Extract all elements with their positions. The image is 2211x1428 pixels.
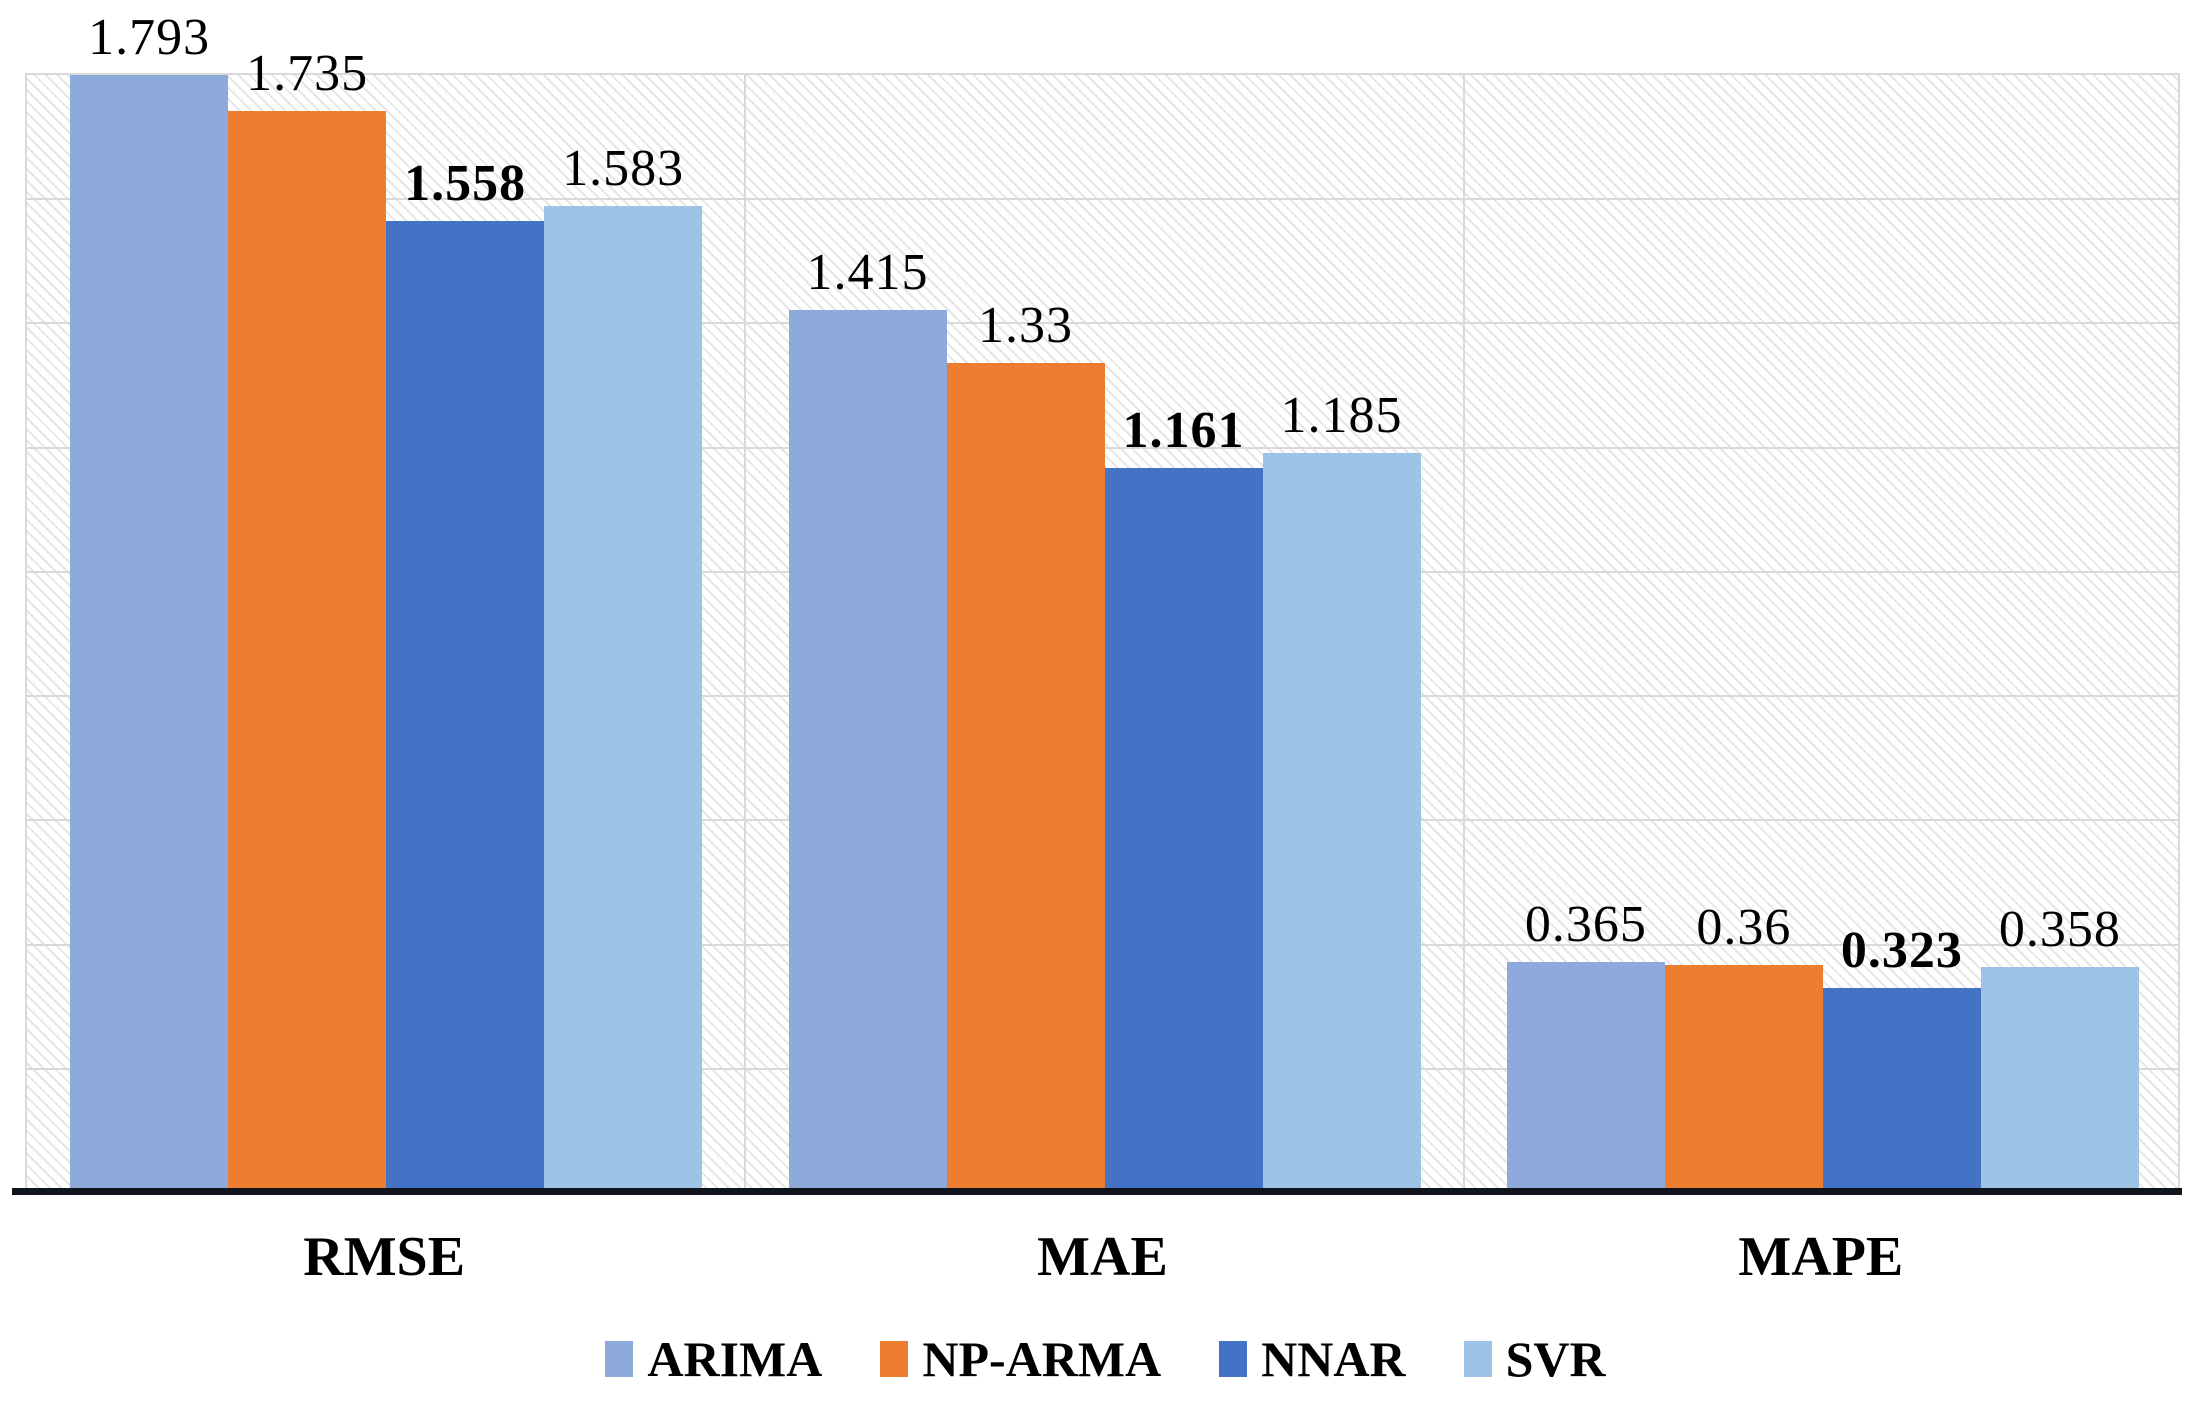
x-axis-line xyxy=(12,1188,2182,1195)
horizontal-gridline xyxy=(27,322,2178,325)
legend-label: SVR xyxy=(1505,1331,1606,1387)
bar-NNAR-MAPE xyxy=(1822,988,1981,1189)
bar-ARIMA-RMSE xyxy=(70,75,229,1189)
legend-marker-icon xyxy=(880,1341,909,1377)
bar-NP-ARMA-MAPE xyxy=(1664,965,1823,1189)
legend-item-ARIMA: ARIMA xyxy=(605,1330,822,1388)
category-label-MAE: MAE xyxy=(1037,1226,1168,1288)
legend-label: NNAR xyxy=(1261,1331,1406,1387)
bar-label-NP-ARMA-MAPE: 0.36 xyxy=(1696,899,1792,957)
legend-item-NP-ARMA: NP-ARMA xyxy=(880,1330,1161,1388)
bar-label-ARIMA-RMSE: 1.793 xyxy=(88,9,211,67)
legend-label: ARIMA xyxy=(647,1331,823,1387)
bar-label-NNAR-MAPE: 0.323 xyxy=(1840,922,1963,980)
legend-marker-icon xyxy=(605,1341,634,1377)
bar-label-SVR-MAE: 1.185 xyxy=(1280,386,1403,444)
legend-marker-icon xyxy=(1463,1341,1492,1377)
bar-NP-ARMA-MAE xyxy=(946,362,1105,1189)
vertical-gridline xyxy=(1462,75,1465,1189)
legend-label: NP-ARMA xyxy=(922,1331,1162,1387)
bar-SVR-MAE xyxy=(1262,452,1421,1189)
plot-area: 1.793 1.735 1.558 1.583 1.415 1.33 1.161 1.185 0… xyxy=(25,9,2180,1191)
bar-NNAR-MAE xyxy=(1104,467,1263,1189)
bar-SVR-MAPE xyxy=(1980,966,2139,1189)
bar-label-NNAR-MAE: 1.161 xyxy=(1122,401,1245,459)
bar-ARIMA-MAPE xyxy=(1506,962,1665,1189)
category-label-RMSE: RMSE xyxy=(303,1226,466,1288)
bar-SVR-RMSE xyxy=(544,205,703,1189)
vertical-gridline xyxy=(744,75,747,1189)
bar-NNAR-RMSE xyxy=(386,221,545,1189)
bar-label-SVR-RMSE: 1.583 xyxy=(562,139,685,197)
legend-marker-icon xyxy=(1219,1341,1248,1377)
legend-item-SVR: SVR xyxy=(1463,1330,1606,1388)
bar-label-ARIMA-MAE: 1.415 xyxy=(806,244,929,302)
bar-label-NNAR-RMSE: 1.558 xyxy=(404,155,527,213)
horizontal-gridline xyxy=(27,198,2178,201)
legend: ARIMA NP-ARMA NNAR SVR xyxy=(0,1330,2211,1388)
bar-label-SVR-MAPE: 0.358 xyxy=(1998,900,2121,958)
bar-label-ARIMA-MAPE: 0.365 xyxy=(1524,896,1647,954)
bar-ARIMA-MAE xyxy=(788,310,947,1189)
legend-item-NNAR: NNAR xyxy=(1219,1330,1406,1388)
bar-label-NP-ARMA-MAE: 1.33 xyxy=(978,296,1073,354)
bar-NP-ARMA-RMSE xyxy=(228,111,387,1189)
bar-label-NP-ARMA-RMSE: 1.735 xyxy=(246,45,369,103)
category-label-MAPE: MAPE xyxy=(1738,1226,1904,1288)
